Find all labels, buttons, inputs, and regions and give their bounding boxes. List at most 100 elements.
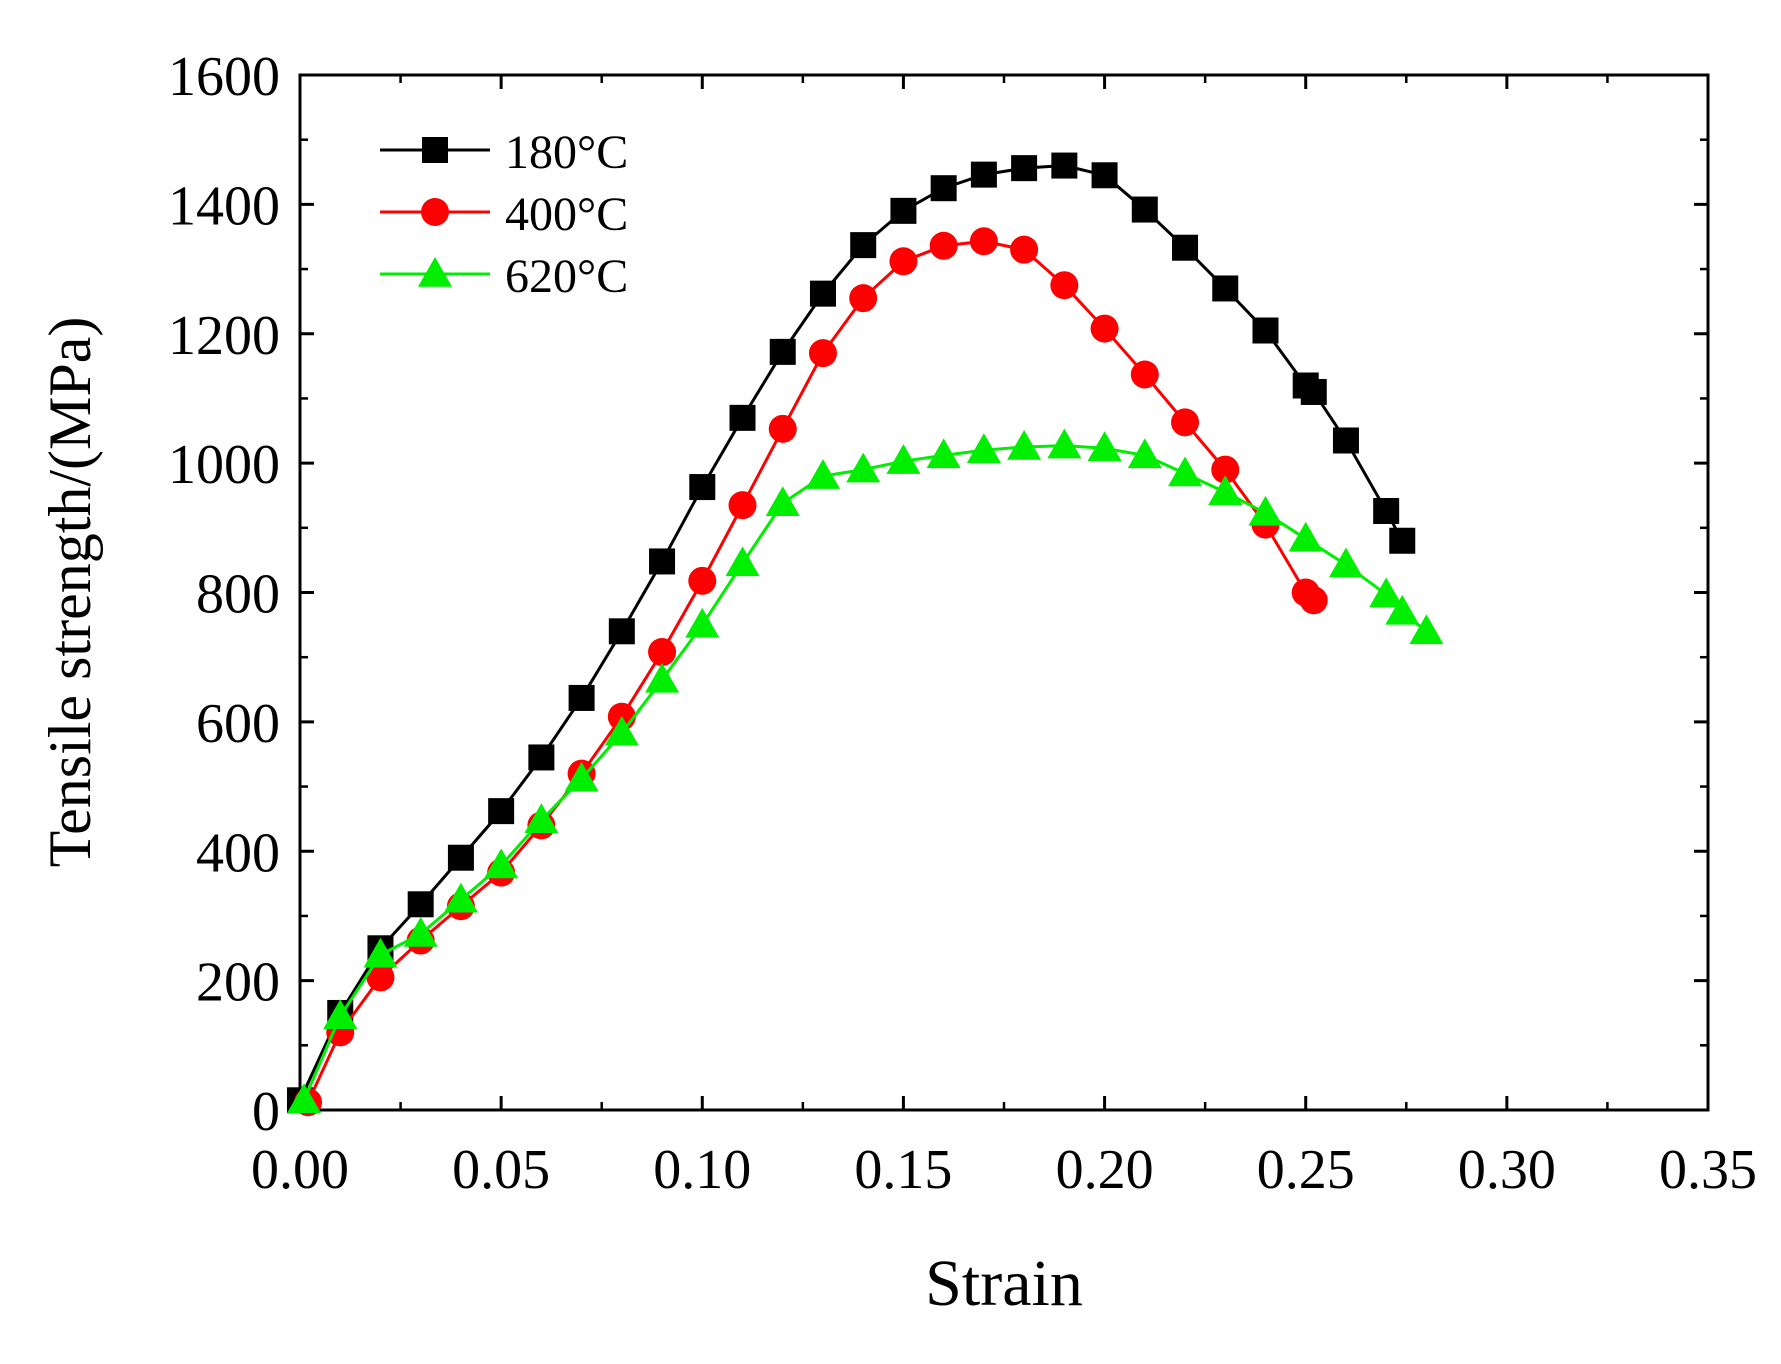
data-point: [1248, 495, 1283, 526]
data-point: [688, 566, 717, 595]
data-point: [930, 175, 957, 202]
data-point: [685, 607, 720, 638]
data-point: [1288, 521, 1323, 552]
data-point: [568, 684, 595, 711]
data-point: [1300, 378, 1327, 405]
y-tick-label: 1200: [168, 305, 280, 367]
data-point: [1385, 594, 1420, 625]
data-point: [648, 638, 677, 667]
data-point: [1168, 456, 1203, 487]
x-tick-label: 0.00: [251, 1139, 349, 1201]
y-axis-label: Tensile strength/(MPa): [37, 317, 103, 868]
data-point: [966, 433, 1001, 463]
x-tick-label: 0.25: [1257, 1139, 1355, 1201]
legend-label: 400°C: [505, 188, 628, 241]
data-point: [1211, 455, 1240, 484]
data-point: [729, 404, 756, 431]
data-point: [649, 548, 676, 575]
data-point: [1130, 360, 1159, 389]
data-point: [768, 414, 797, 443]
data-point: [1332, 427, 1359, 454]
data-point: [765, 486, 800, 516]
x-tick-label: 0.20: [1056, 1139, 1154, 1201]
data-point: [604, 715, 639, 746]
y-tick-label: 800: [196, 564, 280, 626]
data-point: [1369, 577, 1404, 608]
data-point: [524, 803, 559, 833]
data-point: [1090, 314, 1119, 343]
y-tick-label: 400: [196, 822, 280, 884]
data-point: [1373, 497, 1400, 524]
data-point: [890, 197, 917, 224]
legend-marker: [421, 198, 449, 226]
data-point: [1050, 271, 1079, 300]
data-point: [1051, 152, 1078, 179]
legend-label: 620°C: [505, 250, 628, 303]
data-point: [926, 438, 961, 469]
data-point: [528, 744, 555, 771]
data-series: [287, 152, 1444, 1117]
x-tick-label: 0.05: [452, 1139, 550, 1201]
data-point: [969, 227, 998, 256]
data-point: [564, 761, 599, 792]
legend-label: 180°C: [505, 126, 628, 179]
data-point: [970, 161, 997, 188]
data-point: [1087, 431, 1122, 461]
data-point: [849, 284, 878, 313]
data-point: [1091, 162, 1118, 189]
data-point: [287, 1083, 322, 1114]
legend-marker: [422, 137, 448, 163]
data-point: [808, 339, 837, 368]
data-point: [1007, 429, 1042, 460]
x-tick-label: 0.15: [854, 1139, 952, 1201]
legend: 180°C 400°C 620°C: [380, 126, 628, 303]
x-axis-label: Strain: [925, 1247, 1083, 1320]
data-point: [1131, 196, 1158, 223]
y-tick-label: 0: [252, 1081, 280, 1143]
plot-frame: [298, 73, 1710, 1112]
data-point: [1212, 275, 1239, 302]
data-point: [323, 999, 358, 1029]
data-point: [725, 546, 760, 577]
data-point: [488, 798, 515, 825]
data-point: [366, 963, 395, 992]
data-point: [805, 459, 840, 489]
data-point: [1047, 428, 1082, 459]
data-point: [1208, 475, 1243, 505]
data-point: [1409, 614, 1444, 645]
data-point: [447, 844, 474, 871]
data-point: [889, 247, 918, 276]
data-point: [1011, 155, 1038, 182]
data-point: [1299, 586, 1328, 615]
x-tick-label: 0.35: [1659, 1139, 1757, 1201]
data-point: [1252, 317, 1279, 344]
y-tick-label: 200: [196, 952, 280, 1014]
axis-ticks: 0.00 0.05 0.10 0.15 0.20 0.25 0.30 0.35 0 200 400 6…: [168, 46, 1757, 1201]
y-tick-label: 600: [196, 693, 280, 755]
series-triangle: [287, 428, 1444, 1114]
y-tick-label: 1000: [168, 434, 280, 496]
data-point: [769, 338, 796, 365]
y-tick-label: 1600: [168, 46, 280, 108]
data-point: [1171, 408, 1200, 437]
data-point: [728, 491, 757, 520]
data-point: [1127, 438, 1162, 469]
data-point: [645, 662, 680, 693]
data-point: [1328, 547, 1363, 578]
data-point: [850, 232, 877, 259]
data-point: [1010, 235, 1039, 264]
x-tick-label: 0.10: [653, 1139, 751, 1201]
data-point: [484, 848, 519, 879]
data-point: [929, 231, 958, 260]
y-tick-label: 1400: [168, 175, 280, 237]
data-point: [443, 882, 478, 913]
data-point: [886, 444, 921, 474]
data-point: [846, 452, 881, 483]
legend-marker: [418, 257, 452, 287]
data-point: [363, 937, 398, 968]
data-point: [1172, 234, 1199, 261]
data-point: [689, 474, 716, 501]
data-point: [1389, 527, 1416, 554]
